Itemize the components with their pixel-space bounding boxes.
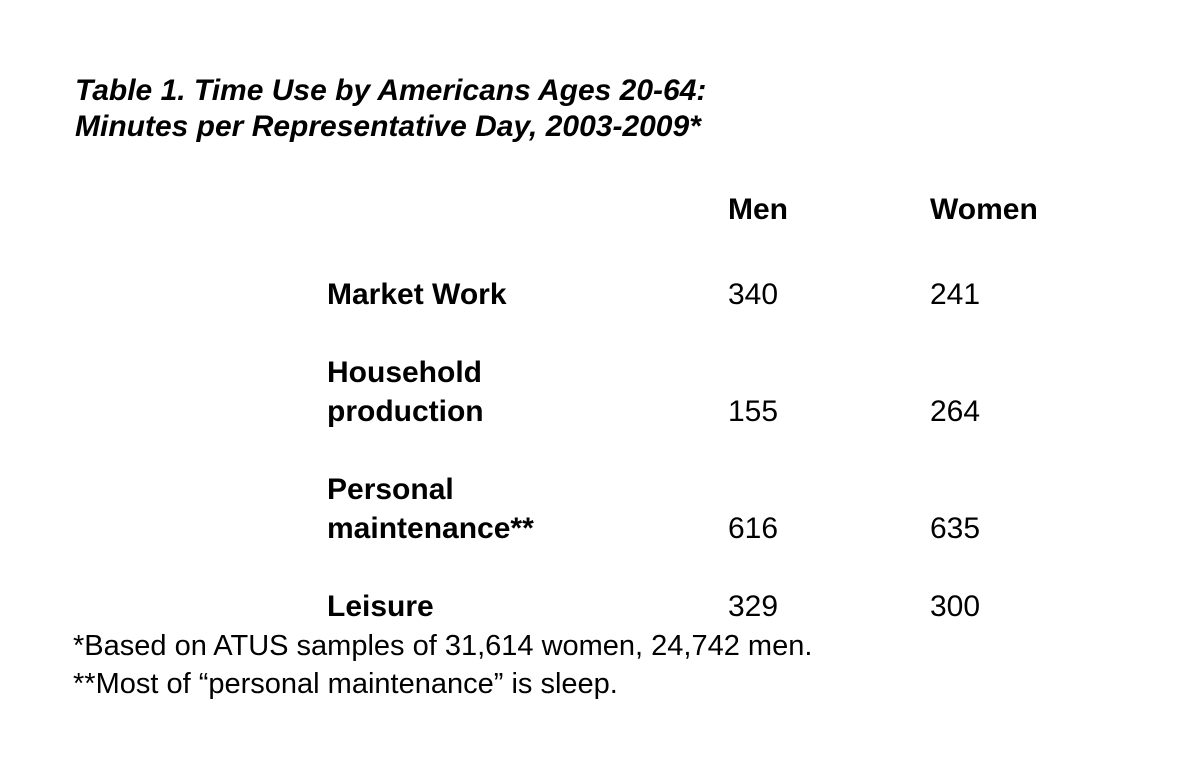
women-value: 300 (930, 590, 981, 623)
table-row: Leisure 329 300 (0, 587, 1200, 626)
row-label: Household production (327, 356, 484, 428)
table-header-row: Men Women (0, 190, 1200, 229)
table-title-line2: Minutes per Representative Day, 2003-200… (75, 110, 701, 143)
table-row: Personal maintenance** 616 635 (0, 470, 1200, 548)
footnote-sample: *Based on ATUS samples of 31,614 women, … (73, 630, 813, 662)
footnotes: *Based on ATUS samples of 31,614 women, … (73, 627, 812, 703)
table-title-line1: Table 1. Time Use by Americans Ages 20-6… (75, 74, 707, 107)
row-label: Leisure (327, 590, 434, 623)
men-value: 155 (728, 395, 779, 428)
footnote-sleep: **Most of “personal maintenance” is slee… (73, 668, 618, 700)
row-label: Personal maintenance** (327, 473, 534, 545)
header-spacer (327, 190, 728, 229)
table-row: Household production 155 264 (0, 353, 1200, 431)
column-header-women: Women (930, 193, 1038, 226)
table-row: Market Work 340 241 (0, 275, 1200, 314)
women-value: 635 (930, 512, 981, 545)
men-value: 329 (728, 590, 779, 623)
men-value: 616 (728, 512, 779, 545)
table-title: Table 1. Time Use by Americans Ages 20-6… (75, 73, 706, 145)
row-label: Market Work (327, 278, 507, 311)
women-value: 241 (930, 278, 981, 311)
column-header-men: Men (728, 193, 788, 226)
table-body: Market Work 340 241 Household production… (0, 275, 1200, 665)
women-value: 264 (930, 395, 981, 428)
men-value: 340 (728, 278, 779, 311)
